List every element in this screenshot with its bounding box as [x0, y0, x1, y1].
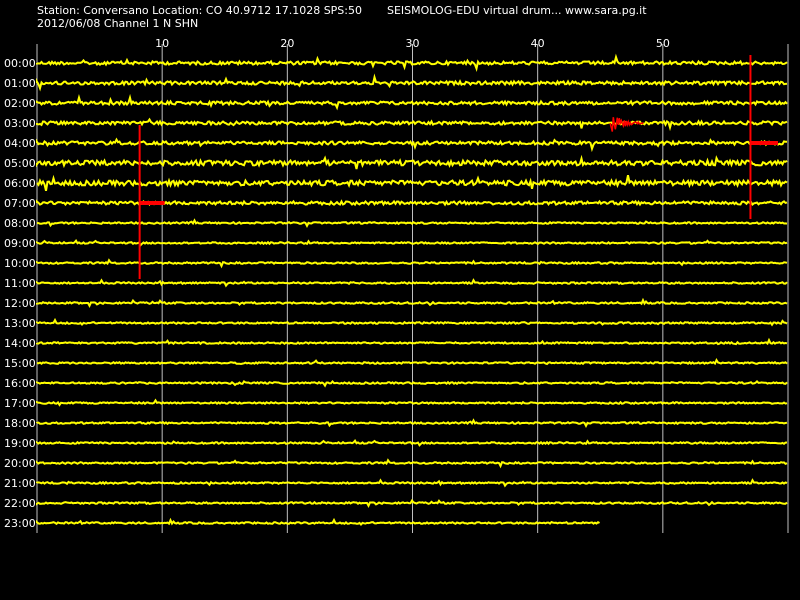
trace-0900: [36, 238, 788, 247]
x-tick-label-20: 20: [280, 37, 294, 50]
hour-label-1300: 13:00: [4, 317, 36, 330]
hour-label-0400: 04:00: [4, 137, 36, 150]
trace-1600: [36, 379, 788, 388]
hour-label-1100: 11:00: [4, 277, 36, 290]
event-markers: [138, 55, 778, 279]
x-tick-label-50: 50: [656, 37, 670, 50]
hour-label-2200: 22:00: [4, 497, 36, 510]
hour-label-1900: 19:00: [4, 437, 36, 450]
hour-label-1800: 18:00: [4, 417, 36, 430]
trace-1700: [36, 398, 788, 407]
hour-label-0900: 09:00: [4, 237, 36, 250]
trace-0500: [36, 154, 788, 170]
trace-2300: [36, 517, 600, 526]
event-burst-0: [609, 117, 644, 132]
hour-label-0100: 01:00: [4, 77, 36, 90]
trace-2000: [36, 458, 788, 469]
trace-0300: [36, 117, 788, 132]
hour-label-2300: 23:00: [4, 517, 36, 530]
hour-label-0000: 00:00: [4, 57, 36, 70]
hour-label-2100: 21:00: [4, 477, 36, 490]
hour-label-0500: 05:00: [4, 157, 36, 170]
trace-0100: [36, 73, 788, 92]
product-title: SEISMOLOG-EDU virtual drum... www.sara.p…: [387, 4, 647, 17]
trace-1000: [36, 258, 788, 269]
hour-label-0300: 03:00: [4, 117, 36, 130]
x-tick-label-10: 10: [155, 37, 169, 50]
hour-label-0200: 02:00: [4, 97, 36, 110]
x-tick-label-30: 30: [406, 37, 420, 50]
trace-0600: [36, 174, 788, 192]
trace-1200: [36, 297, 788, 309]
trace-1500: [36, 357, 788, 366]
trace-1800: [36, 418, 788, 428]
hour-label-1500: 15:00: [4, 357, 36, 370]
hour-label-0600: 06:00: [4, 177, 36, 190]
date-channel-info: 2012/06/08 Channel 1 N SHN: [37, 17, 198, 30]
trace-1900: [36, 438, 788, 447]
hour-label-1700: 17:00: [4, 397, 36, 410]
event-bursts: [609, 117, 644, 132]
trace-1400: [36, 337, 788, 346]
trace-1100: [36, 278, 788, 288]
x-tick-label-40: 40: [531, 37, 545, 50]
trace-0000: [36, 53, 788, 72]
hour-label-1400: 14:00: [4, 337, 36, 350]
hour-label-2000: 20:00: [4, 457, 36, 470]
trace-lines: [36, 53, 788, 526]
hour-label-1200: 12:00: [4, 297, 36, 310]
trace-0800: [36, 218, 788, 228]
trace-2200: [36, 498, 788, 509]
trace-1300: [36, 317, 788, 327]
hour-labels: 00:00 01:00 02:00 03:00 04:00 05:00 06:00 07:00…: [4, 57, 36, 530]
hour-label-1000: 10:00: [4, 257, 36, 270]
x-tick-labels: 10 20 30 40 50: [155, 37, 670, 50]
trace-2100: [36, 478, 788, 488]
trace-0200: [36, 93, 788, 111]
hour-label-0700: 07:00: [4, 197, 36, 210]
hour-label-1600: 16:00: [4, 377, 36, 390]
station-info: Station: Conversano Location: CO 40.9712…: [37, 4, 362, 17]
trace-0400: [36, 137, 787, 153]
hour-label-0800: 08:00: [4, 217, 36, 230]
